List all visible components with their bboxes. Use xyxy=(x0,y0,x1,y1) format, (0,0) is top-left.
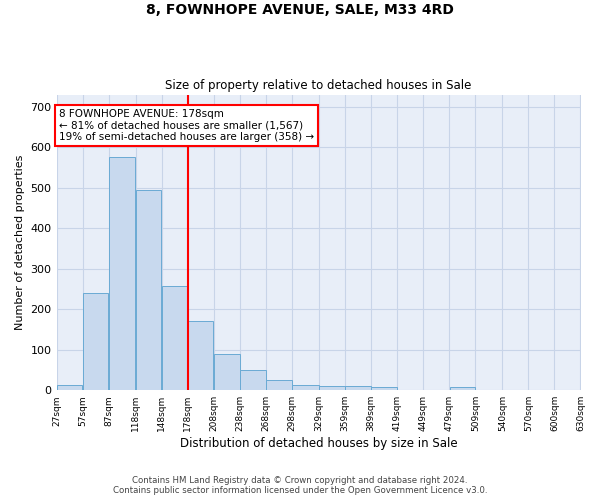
Bar xyxy=(266,380,292,390)
Bar xyxy=(449,387,475,390)
Bar xyxy=(319,386,344,390)
Text: 8, FOWNHOPE AVENUE, SALE, M33 4RD: 8, FOWNHOPE AVENUE, SALE, M33 4RD xyxy=(146,2,454,16)
Text: 8 FOWNHOPE AVENUE: 178sqm
← 81% of detached houses are smaller (1,567)
19% of se: 8 FOWNHOPE AVENUE: 178sqm ← 81% of detac… xyxy=(59,108,314,142)
Bar xyxy=(188,322,214,390)
Bar xyxy=(136,190,161,390)
Bar xyxy=(240,370,266,390)
Bar xyxy=(292,385,319,390)
Bar xyxy=(214,354,239,390)
Bar xyxy=(346,386,371,390)
Bar xyxy=(57,385,82,390)
Y-axis label: Number of detached properties: Number of detached properties xyxy=(15,154,25,330)
Bar xyxy=(162,286,187,390)
Title: Size of property relative to detached houses in Sale: Size of property relative to detached ho… xyxy=(166,79,472,92)
Bar xyxy=(109,158,135,390)
X-axis label: Distribution of detached houses by size in Sale: Distribution of detached houses by size … xyxy=(180,437,457,450)
Bar xyxy=(371,387,397,390)
Text: Contains HM Land Registry data © Crown copyright and database right 2024.
Contai: Contains HM Land Registry data © Crown c… xyxy=(113,476,487,495)
Bar xyxy=(83,293,109,390)
